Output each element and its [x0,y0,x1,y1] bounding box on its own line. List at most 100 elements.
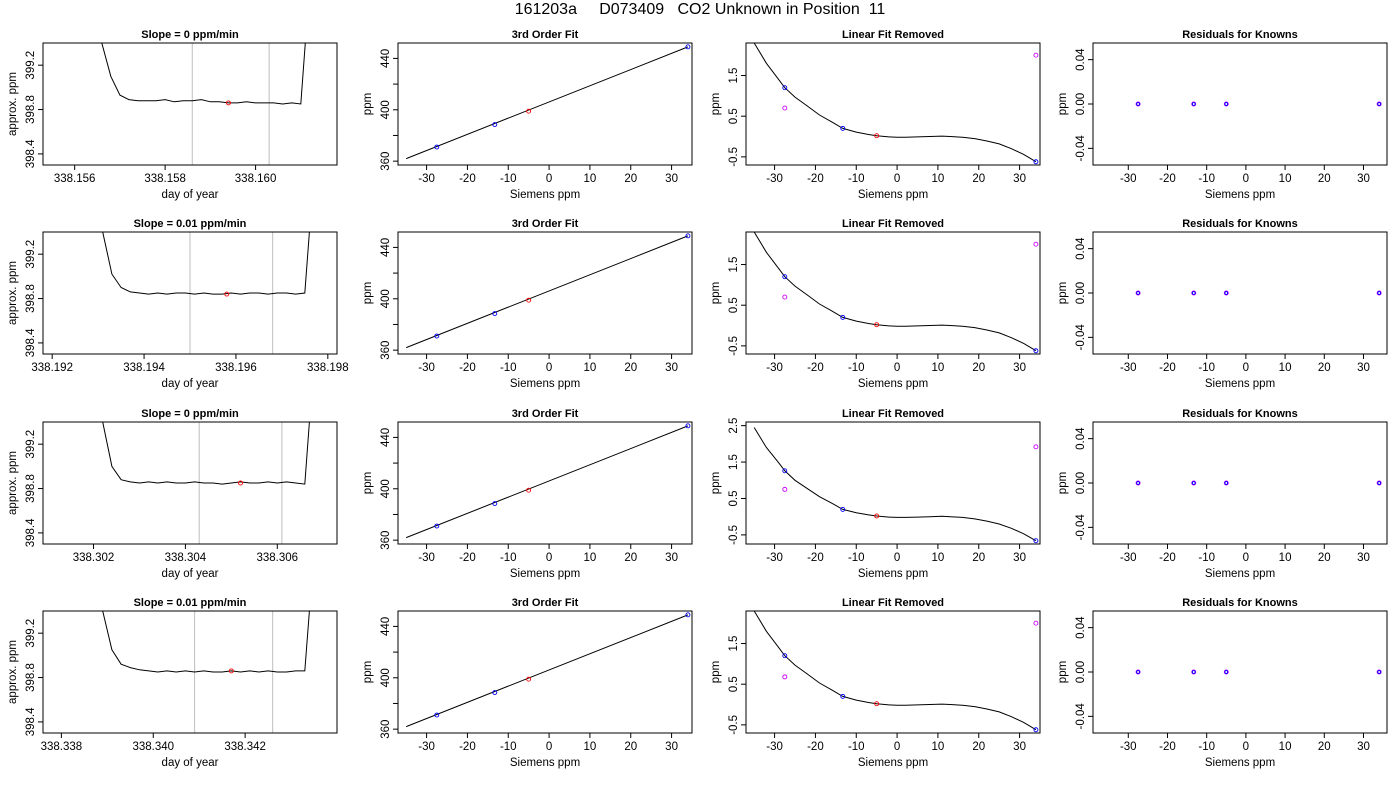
unknown-point [874,513,880,519]
x-tick-label: -30 [766,552,783,564]
x-tick-label: 0 [1243,173,1249,185]
x-tick-label: 338.158 [144,173,186,185]
y-tick-label: 360 [380,720,392,739]
y-tick-label: 440 [380,238,392,257]
panel-title: 3rd Order Fit [512,29,579,41]
plot-area [1135,101,1382,107]
plot-area [753,427,1039,544]
x-tick-label: 10 [1279,173,1292,185]
y-tick-label: 398.8 [25,474,37,503]
x-axis-label: Siemens ppm [510,568,580,580]
x-tick-label: -10 [500,741,517,753]
plot-frame [42,42,338,166]
x-tick-label: -10 [1198,173,1215,185]
x-tick-label: 338.338 [41,741,83,753]
x-tick-label: 338.302 [73,552,115,564]
series-line [102,611,310,673]
panel-title: 3rd Order Fit [512,597,579,609]
x-axis-label: Siemens ppm [1205,189,1275,201]
known-point [1033,348,1039,354]
x-tick-label: -20 [459,362,476,374]
panel-title: Slope = 0 ppm/min [141,29,239,41]
residual-point-overlay [1136,481,1140,485]
x-axis-label: Siemens ppm [1205,378,1275,390]
x-tick-label: -20 [807,741,824,753]
residual-point [1223,290,1229,296]
panel-r2c3: Linear Fit Removed -30 -20 -10 0 10 20 30 -0.5 0.… [710,218,1041,390]
residual-point [1135,480,1141,486]
mean-marker [225,100,231,106]
plot-area [753,43,1039,165]
y-tick-label: 0.5 [728,297,740,313]
raw-point [782,105,788,111]
x-axis-label: day of year [162,378,219,390]
plot-area [406,44,691,160]
y-tick-label: 0.5 [728,490,740,506]
fit-curve [753,611,1037,731]
known-point [434,523,440,529]
unknown-point [526,487,532,493]
residual-point-overlay [1377,291,1382,295]
x-tick-label: -20 [459,173,476,185]
residual-point [1191,101,1197,107]
plot-frame [42,610,338,734]
raw-point [1033,241,1039,247]
x-tick-label: 0 [1243,741,1249,753]
y-tick-label: 0.00 [1075,661,1087,683]
residual-point [1191,480,1197,486]
y-axis-label: ppm [710,472,722,494]
y-axis-label: approx. ppm [7,451,19,515]
known-point [434,333,440,339]
known-point [492,690,498,695]
residual-point-overlay [1191,291,1196,295]
x-tick-label: -30 [766,173,783,185]
panel-r3c4: Residuals for Knowns -30 -20 -10 0 10 20 30 -0.0… [1057,408,1388,580]
panel-r4c3: Linear Fit Removed -30 -20 -10 0 10 20 30 -0.5 0.… [710,597,1041,769]
panel-title: 3rd Order Fit [512,218,579,230]
unknown-point [874,133,880,139]
raw-point [1033,52,1039,58]
y-tick-label: 0.00 [1075,93,1087,115]
series-line [102,422,310,485]
residual-point-overlay [1136,670,1140,674]
known-point [492,311,498,316]
x-tick-label: -10 [1198,362,1215,374]
x-tick-label: 10 [584,552,597,564]
plot-area [101,43,306,165]
y-axis-label: ppm [710,661,722,683]
y-axis-label: ppm [1057,472,1069,494]
x-axis-label: Siemens ppm [510,189,580,201]
plot-frame [397,610,693,734]
y-tick-label: 0.04 [1075,427,1087,450]
plot-frame [745,231,1041,355]
residual-point-overlay [1191,102,1196,106]
plot-frame [42,231,338,355]
x-tick-label: 338.306 [256,552,298,564]
plot-frame [397,421,693,545]
x-tick-label: 30 [665,362,678,374]
plot-area [102,422,310,544]
known-point [782,85,788,91]
known-point [685,44,691,50]
known-point [782,468,788,474]
x-tick-label: 0 [894,741,900,753]
residual-point [1376,480,1382,486]
panel-r1c2: 3rd Order Fit -30 -20 -10 0 10 20 30 360 400 440 Si… [362,29,693,201]
y-tick-label: 360 [380,341,392,360]
residual-point [1191,290,1197,296]
x-tick-label: 20 [624,741,637,753]
plot-frame [397,231,693,355]
x-tick-label: 0 [546,362,552,374]
x-tick-label: 0 [546,741,552,753]
y-tick-label: 1.5 [728,257,740,273]
residual-point-overlay [1377,481,1382,485]
x-tick-label: -30 [418,552,435,564]
panel-title: Slope = 0 ppm/min [141,408,239,420]
residual-point [1376,290,1382,296]
x-tick-label: 20 [624,173,637,185]
y-axis-label: approx. ppm [7,261,19,325]
known-point [434,712,440,718]
x-tick-label: 20 [624,552,637,564]
panel-r4c2: 3rd Order Fit -30 -20 -10 0 10 20 30 360 400 440 Si… [362,597,693,769]
x-axis-label: Siemens ppm [858,378,928,390]
